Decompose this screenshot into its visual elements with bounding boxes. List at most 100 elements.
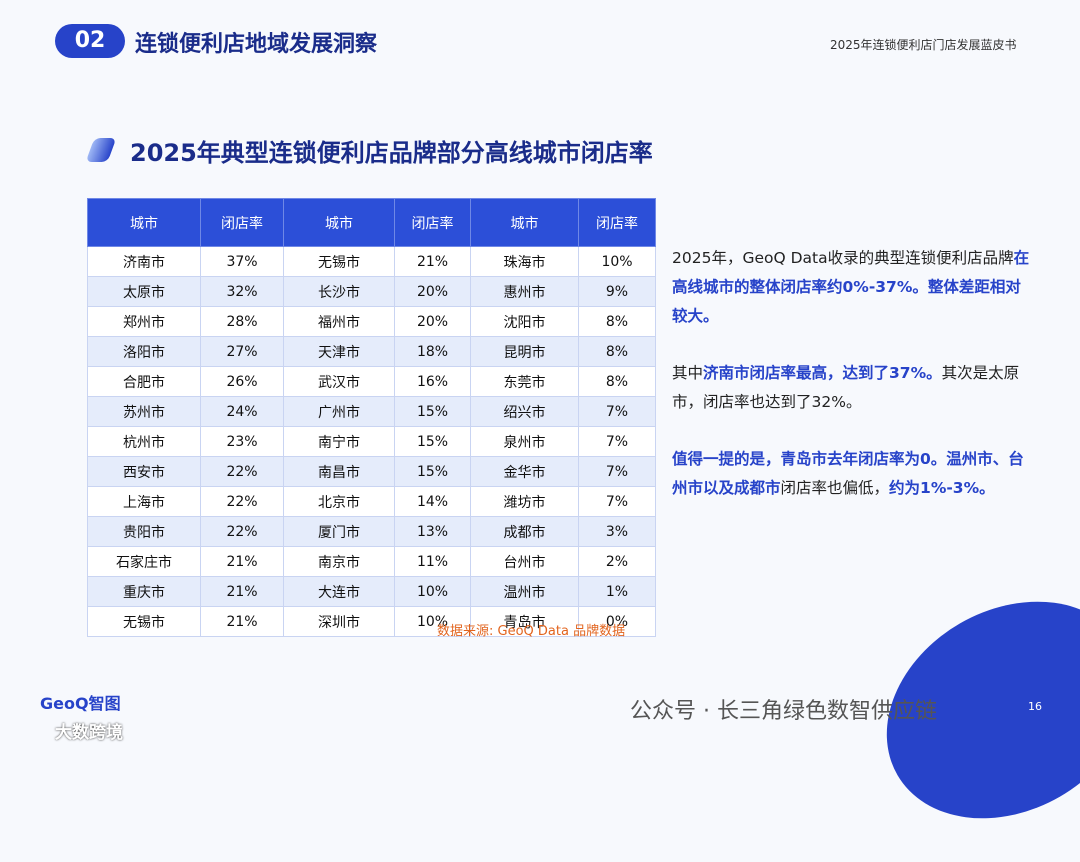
- text-segment: 在高线城市的整体闭店率约0%-37%。整体差距相对较大。: [672, 249, 1030, 325]
- section-title: 连锁便利店地域发展洞察: [135, 32, 378, 57]
- table-row: 上海市 22% 北京市 14% 潍坊市 7%: [87, 486, 656, 517]
- column-header: 城市: [283, 198, 395, 247]
- table-cell: 13%: [394, 516, 471, 547]
- text-segment: 2025年，GeoQ Data收录的典型连锁便利店品牌: [672, 249, 1014, 267]
- table-cell: 合肥市: [87, 366, 201, 397]
- table-row: 无锡市 21% 深圳市 10% 青岛市 0%: [87, 606, 656, 637]
- table-cell: 21%: [394, 246, 471, 277]
- text-segment: 济南市闭店率最高，达到了37%。: [703, 364, 942, 382]
- table-cell: 潍坊市: [470, 486, 579, 517]
- table-cell: 22%: [200, 486, 284, 517]
- table-cell: 8%: [578, 366, 656, 397]
- section-number: 02: [55, 24, 125, 58]
- table-row: 重庆市 21% 大连市 10% 温州市 1%: [87, 576, 656, 607]
- table-cell: 珠海市: [470, 246, 579, 277]
- table-row: 石家庄市 21% 南京市 11% 台州市 2%: [87, 546, 656, 577]
- table-cell: 温州市: [470, 576, 579, 607]
- table-cell: 3%: [578, 516, 656, 547]
- table-cell: 南昌市: [283, 456, 395, 487]
- table-row: 合肥市 26% 武汉市 16% 东莞市 8%: [87, 366, 656, 397]
- table-cell: 洛阳市: [87, 336, 201, 367]
- table-cell: 金华市: [470, 456, 579, 487]
- table-cell: 贵阳市: [87, 516, 201, 547]
- table-cell: 32%: [200, 276, 284, 307]
- table-cell: 上海市: [87, 486, 201, 517]
- table-cell: 大连市: [283, 576, 395, 607]
- column-header: 闭店率: [394, 198, 471, 247]
- table-cell: 9%: [578, 276, 656, 307]
- table-cell: 厦门市: [283, 516, 395, 547]
- table-cell: 7%: [578, 486, 656, 517]
- table-row: 苏州市 24% 广州市 15% 绍兴市 7%: [87, 396, 656, 427]
- table-cell: 37%: [200, 246, 284, 277]
- table-cell: 15%: [394, 456, 471, 487]
- table-cell: 26%: [200, 366, 284, 397]
- table-cell: 15%: [394, 426, 471, 457]
- table-cell: 昆明市: [470, 336, 579, 367]
- table-cell: 福州市: [283, 306, 395, 337]
- title-icon: [85, 138, 117, 162]
- table-cell: 28%: [200, 306, 284, 337]
- paragraph: 值得一提的是，青岛市去年闭店率为0。温州市、台州市以及成都市闭店率也偏低，约为1…: [672, 445, 1032, 503]
- table-cell: 泉州市: [470, 426, 579, 457]
- table-cell: 2%: [578, 546, 656, 577]
- table-cell: 深圳市: [283, 606, 395, 637]
- table-cell: 重庆市: [87, 576, 201, 607]
- table-row: 洛阳市 27% 天津市 18% 昆明市 8%: [87, 336, 656, 367]
- watermark: 公众号 · 长三角绿色数智供应链: [630, 699, 937, 724]
- table-cell: 24%: [200, 396, 284, 427]
- table-cell: 惠州市: [470, 276, 579, 307]
- table-cell: 7%: [578, 456, 656, 487]
- table-cell: 无锡市: [87, 606, 201, 637]
- table-row: 济南市 37% 无锡市 21% 珠海市 10%: [87, 246, 656, 277]
- table-cell: 杭州市: [87, 426, 201, 457]
- table-cell: 1%: [578, 576, 656, 607]
- table-cell: 长沙市: [283, 276, 395, 307]
- table-cell: 东莞市: [470, 366, 579, 397]
- table-cell: 武汉市: [283, 366, 395, 397]
- text-segment: 约为1%-3%。: [889, 479, 995, 497]
- table-cell: 绍兴市: [470, 396, 579, 427]
- table-cell: 台州市: [470, 546, 579, 577]
- table-cell: 成都市: [470, 516, 579, 547]
- text-segment: 其中: [672, 364, 704, 382]
- table-cell: 济南市: [87, 246, 201, 277]
- table-cell: 7%: [578, 426, 656, 457]
- table-cell: 10%: [578, 246, 656, 277]
- table-cell: 11%: [394, 546, 471, 577]
- table-cell: 20%: [394, 276, 471, 307]
- paragraph: 2025年，GeoQ Data收录的典型连锁便利店品牌在高线城市的整体闭店率约0…: [672, 244, 1032, 331]
- table-cell: 22%: [200, 456, 284, 487]
- table-cell: 苏州市: [87, 396, 201, 427]
- column-header: 闭店率: [200, 198, 284, 247]
- column-header: 城市: [470, 198, 579, 247]
- table-cell: 10%: [394, 576, 471, 607]
- table-cell: 8%: [578, 306, 656, 337]
- table-cell: 27%: [200, 336, 284, 367]
- table-cell: 西安市: [87, 456, 201, 487]
- table-row: 贵阳市 22% 厦门市 13% 成都市 3%: [87, 516, 656, 547]
- table-cell: 南宁市: [283, 426, 395, 457]
- table-cell: 南京市: [283, 546, 395, 577]
- table-cell: 21%: [200, 606, 284, 637]
- text-segment: 值得一提的是，青岛市去年闭店率为0。温州市、台州市以及成都市: [672, 450, 1024, 497]
- column-header: 城市: [87, 198, 201, 247]
- table-cell: 广州市: [283, 396, 395, 427]
- source: 数据来源: GeoQ Data 品牌数据: [437, 624, 626, 639]
- table-cell: 20%: [394, 306, 471, 337]
- report-title: 2025年连锁便利店门店发展蓝皮书: [830, 38, 1017, 52]
- table-cell: 8%: [578, 336, 656, 367]
- table-cell: 23%: [200, 426, 284, 457]
- table-row: 杭州市 23% 南宁市 15% 泉州市 7%: [87, 426, 656, 457]
- header-row: 城市 闭店率 城市 闭店率 城市 闭店率: [87, 198, 656, 247]
- table-cell: 郑州市: [87, 306, 201, 337]
- table-row: 西安市 22% 南昌市 15% 金华市 7%: [87, 456, 656, 487]
- table-cell: 青岛市: [470, 606, 579, 637]
- page: 02 连锁便利店地域发展洞察 2025年连锁便利店门店发展蓝皮书 2025年典型…: [40, 24, 1080, 862]
- table-cell: 15%: [394, 396, 471, 427]
- table-cell: 14%: [394, 486, 471, 517]
- table-cell: 21%: [200, 576, 284, 607]
- text-segment: 其次是太原市，闭店率也达到了32%。: [672, 364, 1020, 411]
- description: 2025年，GeoQ Data收录的典型连锁便利店品牌在高线城市的整体闭店率约0…: [672, 244, 1032, 531]
- table-cell: 0%: [578, 606, 656, 637]
